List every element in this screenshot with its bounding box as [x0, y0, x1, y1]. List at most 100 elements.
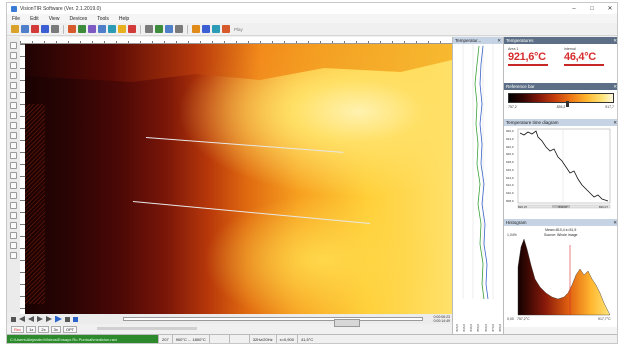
delete-tool-icon[interactable] — [10, 102, 17, 109]
menu-help[interactable]: Help — [118, 15, 130, 22]
rotate-icon[interactable] — [10, 142, 17, 149]
timeline-thumb[interactable] — [334, 319, 360, 327]
measurement-line-1[interactable] — [145, 137, 344, 153]
status-temp: 41,5°C — [296, 335, 316, 343]
play-button[interactable] — [55, 315, 62, 323]
export-icon[interactable] — [192, 25, 200, 33]
y-tick: 918,0 — [506, 160, 514, 165]
pointer-tool-icon[interactable] — [10, 42, 17, 49]
loop-button[interactable] — [73, 316, 78, 322]
minimize-button[interactable]: – — [572, 5, 576, 12]
menu-edit[interactable]: Edit — [30, 15, 39, 22]
mirror-icon[interactable] — [10, 152, 17, 159]
record-icon[interactable] — [31, 25, 39, 33]
speed-3x-button[interactable]: 3x — [50, 325, 61, 333]
panel-close-icon[interactable]: ✕ — [613, 84, 617, 89]
thermal-image-view[interactable] — [25, 44, 452, 314]
palette-icon[interactable] — [10, 162, 17, 169]
record-button[interactable]: Rec — [11, 325, 25, 333]
time-readout: 0:00:06:23 0:00:14:49 — [433, 315, 450, 323]
zoom-out-icon[interactable] — [10, 122, 17, 129]
measure-icon[interactable] — [10, 212, 17, 219]
line-tool-icon[interactable] — [118, 25, 126, 33]
toolbar-separator — [63, 24, 64, 34]
panel-close-icon[interactable]: ✕ — [497, 38, 501, 43]
menu-view[interactable]: View — [48, 15, 60, 22]
point-tool-icon[interactable] — [128, 25, 136, 33]
fit-icon[interactable] — [10, 132, 17, 139]
menu-tools[interactable]: Tools — [97, 15, 109, 22]
profile-line-blue — [479, 45, 489, 299]
close-button[interactable]: ✕ — [607, 6, 613, 12]
save-icon[interactable] — [21, 25, 29, 33]
crop-icon[interactable] — [10, 222, 17, 229]
report-icon[interactable] — [202, 25, 210, 33]
reference-bar-panel: Reference bar ✕ 757,2 835,2 917,7 — [504, 83, 617, 119]
temp-profile-header: Temperatur... ✕ — [453, 37, 503, 44]
pause-button[interactable] — [65, 316, 70, 322]
toolbar-separator — [140, 24, 141, 34]
camera-icon[interactable] — [98, 25, 106, 33]
panel-close-icon[interactable]: ✕ — [613, 38, 617, 43]
menu-file[interactable]: File — [12, 15, 21, 22]
text-tool-icon[interactable] — [10, 182, 17, 189]
ellipse-tool-icon[interactable] — [10, 62, 17, 69]
main-toolbar: Play — [7, 23, 617, 36]
chart-icon[interactable] — [88, 25, 96, 33]
opt-button[interactable]: OPT — [62, 325, 78, 333]
export-icon[interactable] — [10, 232, 17, 239]
profile-line-green — [474, 45, 485, 299]
thermal-top-region — [25, 44, 452, 82]
info-icon[interactable] — [10, 252, 17, 259]
stop-icon[interactable] — [41, 25, 49, 33]
timeline-track[interactable] — [123, 317, 423, 327]
speed-2x-button[interactable]: 2x — [38, 325, 49, 333]
rewind-start-button[interactable] — [19, 316, 25, 322]
horizontal-ruler — [20, 37, 452, 44]
palette-icon[interactable] — [68, 25, 76, 33]
zoom-icon[interactable] — [165, 25, 173, 33]
status-empty-1 — [208, 335, 229, 343]
panel-close-icon[interactable]: ✕ — [613, 120, 617, 125]
maximize-button[interactable]: □ — [590, 5, 594, 12]
settings-icon[interactable] — [10, 242, 17, 249]
rewind-button[interactable] — [28, 316, 34, 322]
line-tool-icon[interactable] — [10, 72, 17, 79]
fullscreen-icon[interactable] — [212, 25, 220, 33]
layers-icon[interactable] — [10, 192, 17, 199]
forward-end-button[interactable] — [46, 316, 52, 322]
rectangle-tool-icon[interactable] — [10, 52, 17, 59]
stop-button[interactable] — [11, 316, 16, 322]
grid-icon[interactable] — [78, 25, 86, 33]
speed-1x-button[interactable]: 1x — [26, 325, 37, 333]
settings-icon[interactable] — [175, 25, 183, 33]
info-icon[interactable] — [222, 25, 230, 33]
toolbar-play-label[interactable]: Play — [234, 26, 243, 32]
isotherm-icon[interactable] — [10, 172, 17, 179]
thermal-stripes — [25, 104, 45, 304]
window-controls: – □ ✕ — [565, 3, 617, 14]
forward-button[interactable] — [37, 316, 43, 322]
open-folder-icon[interactable] — [11, 25, 19, 33]
polygon-tool-icon[interactable] — [10, 82, 17, 89]
file-path: C:\Users\Alejandro\Videos\Ensayo Ru Punt… — [7, 335, 158, 343]
measurement-line-2[interactable] — [132, 201, 370, 224]
snapshot-icon[interactable] — [51, 25, 59, 33]
temp-profile-axis: 826,0 836,0 846,0 856,0 866,0 876,0 886,… — [455, 324, 502, 332]
x-tick: 836,07 — [598, 205, 608, 209]
histogram-icon[interactable] — [145, 25, 153, 33]
internal-bar — [564, 64, 604, 66]
panel-close-icon[interactable]: ✕ — [613, 220, 617, 225]
profile-icon[interactable] — [155, 25, 163, 33]
right-panels: Temperatures ✕ Area 1 921,6°C Internal 4… — [503, 37, 617, 334]
speed-slider[interactable] — [97, 327, 197, 330]
filter-icon[interactable] — [10, 202, 17, 209]
temperatures-header: Temperatures ✕ — [504, 37, 617, 44]
menu-devices[interactable]: Devices — [69, 15, 88, 22]
total-time: 0:00:14:49 — [433, 319, 450, 323]
area-icon[interactable] — [108, 25, 116, 33]
scale-max: 917,7 — [605, 105, 614, 109]
zoom-in-icon[interactable] — [10, 112, 17, 119]
scale-marker-icon[interactable] — [566, 101, 569, 107]
point-tool-icon[interactable] — [10, 92, 17, 99]
